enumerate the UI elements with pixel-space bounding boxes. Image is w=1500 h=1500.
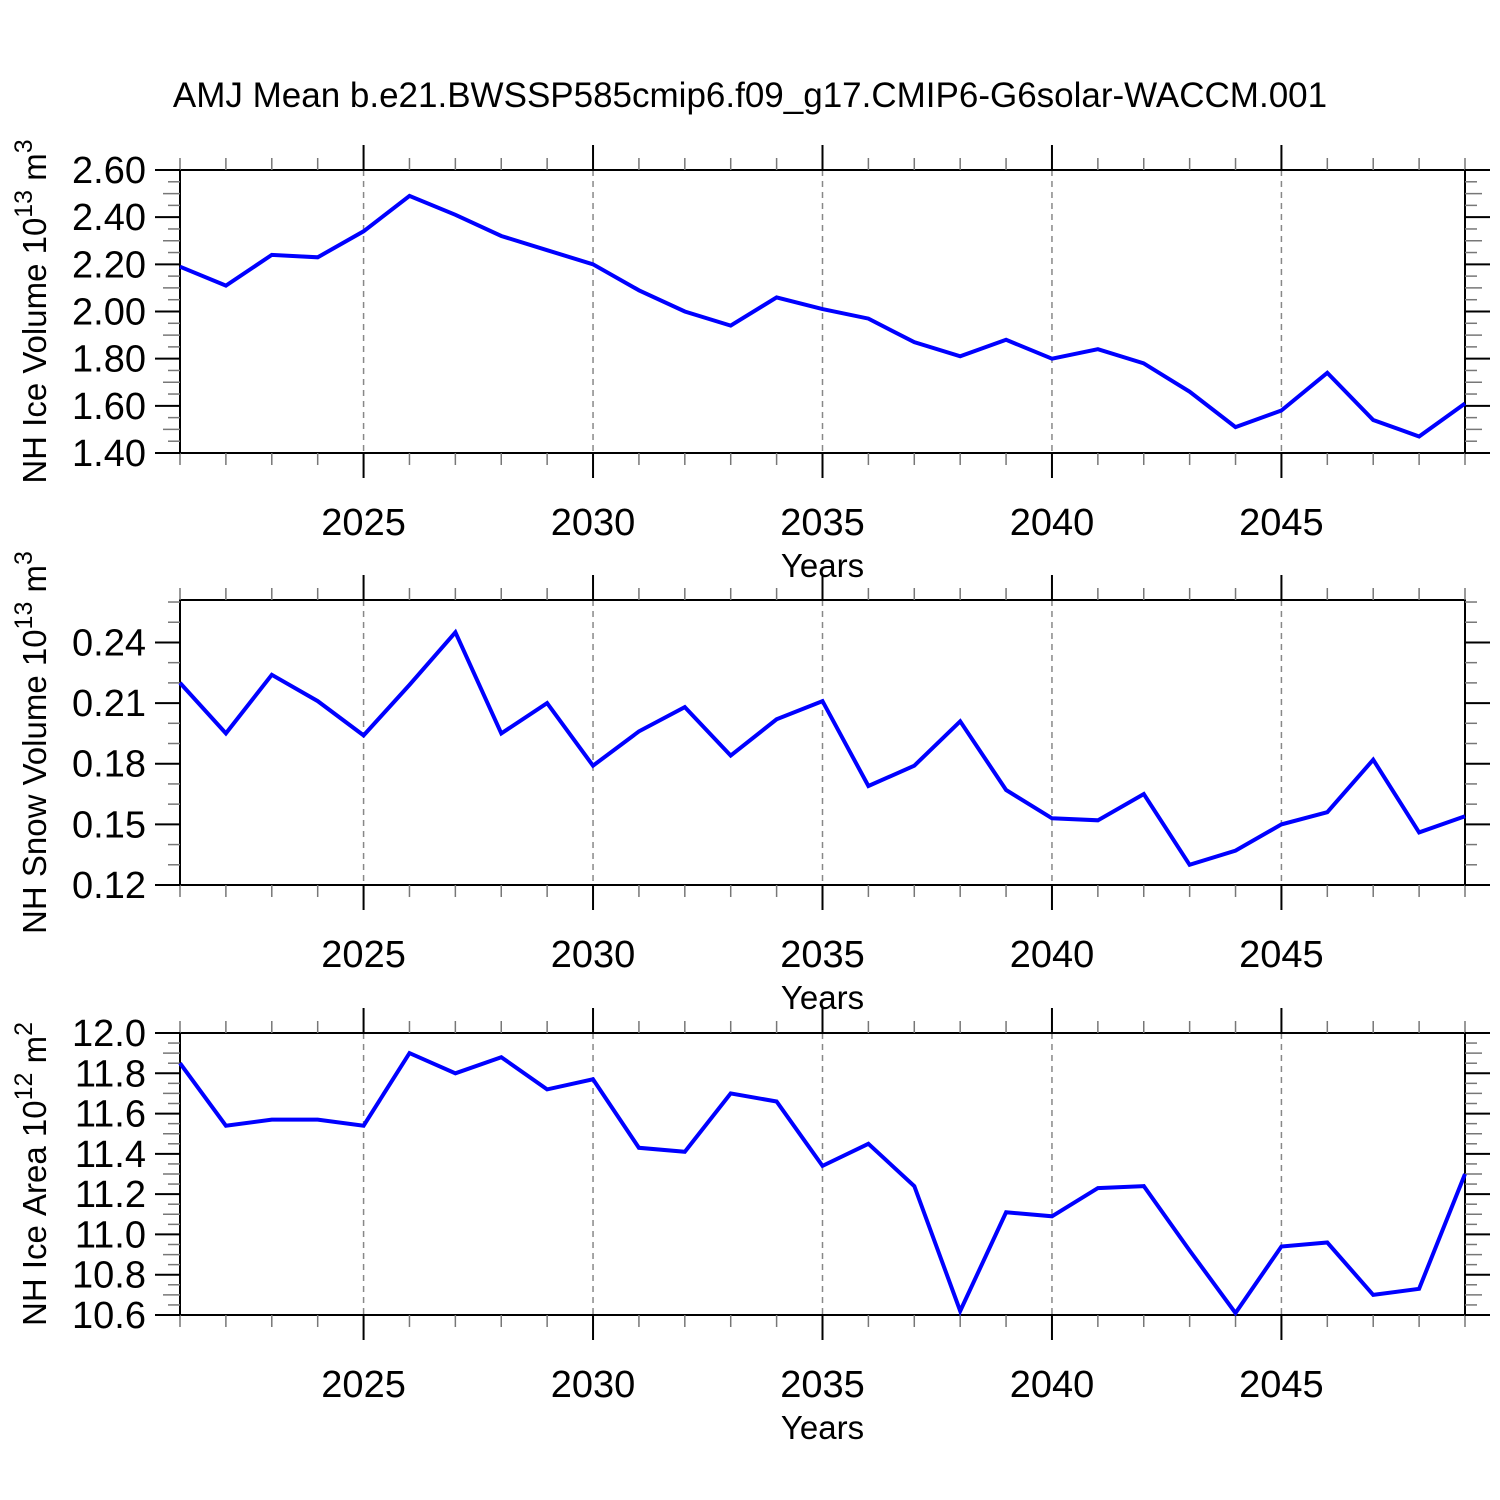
y-tick-label: 1.80 — [72, 339, 146, 381]
x-tick-label: 2045 — [1239, 934, 1324, 976]
plot-frame — [179, 1032, 1466, 1316]
y-tick-label: 11.2 — [75, 1174, 146, 1216]
nh-ice-area-line — [178, 1050, 1467, 1317]
y-axis-label: NH Ice Volume 1013 m3 — [10, 139, 53, 483]
y-tick-label: 1.40 — [72, 433, 146, 475]
y-tick-label: 1.60 — [72, 386, 146, 428]
x-tick-label: 2030 — [551, 502, 636, 544]
y-tick-label: 0.21 — [72, 683, 146, 725]
x-tick-label: 2040 — [1010, 502, 1095, 544]
plot-frame — [179, 169, 1466, 454]
y-tick-label: 0.12 — [72, 865, 146, 907]
y-tick-label: 10.6 — [72, 1295, 146, 1337]
x-tick-label: 2040 — [1010, 1364, 1095, 1406]
y-tick-label: 2.20 — [72, 244, 146, 286]
x-tick-label: 2035 — [780, 934, 865, 976]
x-tick-label: 2025 — [321, 934, 406, 976]
x-tick-label: 2030 — [551, 1364, 636, 1406]
y-tick-label: 2.00 — [72, 292, 146, 334]
y-tick-label: 2.60 — [72, 150, 146, 192]
x-tick-label: 2045 — [1239, 1364, 1324, 1406]
panel-nh-ice-volume: 1.40 1.60 1.80 2.00 2.20 2.40 2.60 2025 2030 2035… — [10, 139, 1490, 584]
y-tick-label: 12.0 — [72, 1013, 146, 1055]
x-tick-label: 2045 — [1239, 502, 1324, 544]
y-axis-label: NH Ice Area 1012 m2 — [10, 1022, 53, 1326]
y-tick-label: 11.8 — [75, 1053, 146, 1095]
x-tick-label: 2025 — [321, 502, 406, 544]
y-tick-label: 2.40 — [72, 197, 146, 239]
y-axis-label: NH Snow Volume 1013 m3 — [10, 551, 53, 934]
y-tick-label: 11.4 — [75, 1134, 146, 1176]
y-tick-label: 10.8 — [72, 1255, 146, 1297]
panel-nh-ice-area: 10.610.811.011.211.411.611.812.0 2025 2030… — [10, 1008, 1490, 1446]
y-tick-label: 11.0 — [75, 1214, 146, 1256]
x-tick-label: 2035 — [780, 502, 865, 544]
panel-nh-snow-volume: 0.12 0.15 0.18 0.21 0.24 2025 2030 2035 2040 2045… — [10, 551, 1490, 1016]
y-tick-label: 0.15 — [72, 804, 146, 846]
x-axis-label: Years — [781, 1409, 864, 1446]
y-tick-label: 11.6 — [75, 1094, 146, 1136]
x-tick-label: 2030 — [551, 934, 636, 976]
y-tick-label: 0.24 — [72, 622, 146, 664]
y-tick-label: 0.18 — [72, 744, 146, 786]
x-tick-label: 2040 — [1010, 934, 1095, 976]
nh-snow-volume-line — [178, 628, 1466, 868]
x-tick-label: 2025 — [321, 1364, 406, 1406]
x-tick-label: 2035 — [780, 1364, 865, 1406]
nh-ice-volume-line — [179, 193, 1467, 439]
chart-title: AMJ Mean b.e21.BWSSP585cmip6.f09_g17.CMI… — [172, 76, 1328, 115]
